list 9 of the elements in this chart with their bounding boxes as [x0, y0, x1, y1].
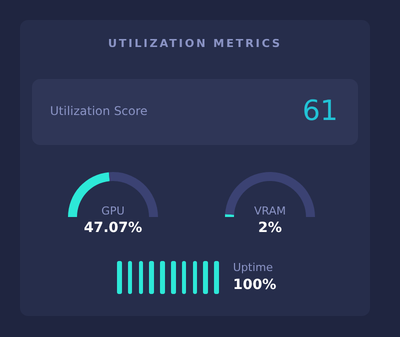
- text: 2%: [258, 220, 282, 236]
- text: UTILIZATION METRICS: [107, 37, 283, 50]
- text: GPU: [101, 204, 125, 218]
- text: 47.07%: [84, 220, 142, 236]
- text: VRAM: [254, 204, 286, 218]
- data-label: 100%: [233, 277, 276, 293]
- text: Uptime: [233, 261, 273, 274]
- category-label: Utilization Score: [50, 104, 148, 118]
- data-label: 61: [302, 94, 338, 127]
